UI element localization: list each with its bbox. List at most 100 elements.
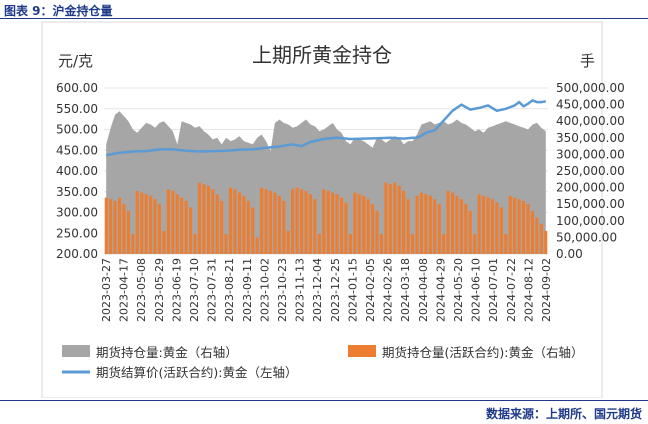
left-tick-label: 350.00 xyxy=(56,185,98,199)
active-oi-bar xyxy=(473,234,477,254)
active-oi-bar xyxy=(153,199,157,254)
right-tick-label: 150,000.00 xyxy=(556,197,625,211)
active-oi-bar xyxy=(415,195,419,254)
active-oi-bar xyxy=(131,234,135,254)
active-oi-bar xyxy=(433,199,437,254)
active-oi-bar xyxy=(211,189,215,254)
active-oi-bar xyxy=(251,207,255,254)
x-tick-label: 2024-09-02 xyxy=(540,258,553,322)
x-tick-label: 2023-12-04 xyxy=(311,258,324,322)
right-tick-label: 0.00 xyxy=(556,247,583,261)
active-oi-bar xyxy=(393,182,397,254)
active-oi-bar xyxy=(300,189,304,254)
active-oi-bar xyxy=(402,190,406,254)
active-oi-bar xyxy=(157,204,161,254)
active-oi-bar xyxy=(508,195,512,254)
x-axis-ticks: 2023-03-27 2023-04-17 2023-05-08 2023-05-29… xyxy=(100,258,553,322)
active-oi-bar xyxy=(162,230,166,254)
legend: 期货持仓量:黄金（右轴） 期货持仓量(活跃合约):黄金（右轴） 期货结算价(活跃合约… xyxy=(62,345,583,380)
active-oi-bar xyxy=(362,195,366,254)
right-tick-label: 250,000.00 xyxy=(556,164,625,178)
right-axis-unit: 手 xyxy=(580,52,595,70)
x-tick-label: 2023-07-31 xyxy=(206,258,219,322)
active-oi-bar xyxy=(348,234,352,254)
active-oi-bar xyxy=(109,199,113,254)
active-oi-bar xyxy=(522,200,526,254)
x-tick-label: 2024-08-12 xyxy=(522,258,535,322)
active-oi-bar xyxy=(486,197,490,254)
active-oi-bar xyxy=(264,189,268,254)
active-oi-bar xyxy=(504,234,508,254)
active-oi-bar xyxy=(317,234,321,254)
right-tick-label: 450,000.00 xyxy=(556,98,625,112)
active-oi-bar xyxy=(428,195,432,254)
x-tick-label: 2024-05-20 xyxy=(452,258,465,322)
right-tick-label: 50,000.00 xyxy=(556,230,617,244)
active-oi-bar xyxy=(530,210,534,254)
active-oi-bar xyxy=(384,182,388,254)
left-tick-label: 300.00 xyxy=(56,206,98,220)
active-oi-bar xyxy=(184,200,188,254)
active-oi-bar xyxy=(268,190,272,254)
x-tick-label: 2023-11-13 xyxy=(294,258,307,322)
active-oi-bar xyxy=(513,197,517,254)
active-oi-bar xyxy=(140,192,144,254)
active-oi-bar xyxy=(455,195,459,254)
active-oi-bar xyxy=(366,199,370,254)
active-oi-bar xyxy=(193,234,197,254)
left-axis-unit: 元/克 xyxy=(58,52,93,70)
active-oi-bar xyxy=(495,202,499,254)
active-oi-bar xyxy=(535,217,539,254)
active-oi-bar xyxy=(357,194,361,254)
active-oi-bar xyxy=(171,190,175,254)
left-axis-ticks: 200.00 250.00 300.00 350.00 400.00 450.00 500.… xyxy=(56,81,98,261)
bottom-rule xyxy=(0,400,648,401)
active-oi-bar xyxy=(304,190,308,254)
legend-swatch-area xyxy=(62,345,90,357)
active-oi-bar xyxy=(135,190,139,254)
active-oi-bar xyxy=(260,187,264,254)
price-line-path xyxy=(105,99,547,157)
x-tick-label: 2024-07-22 xyxy=(505,258,518,322)
active-oi-bar xyxy=(282,200,286,254)
x-tick-label: 2024-02-05 xyxy=(364,258,377,322)
active-oi-bar xyxy=(482,195,486,254)
right-tick-label: 400,000.00 xyxy=(556,114,625,128)
active-oi-bar xyxy=(175,194,179,254)
active-oi-bar xyxy=(104,197,108,254)
left-tick-label: 200.00 xyxy=(56,247,98,261)
x-tick-label: 2024-06-10 xyxy=(470,258,483,322)
x-tick-label: 2023-10-23 xyxy=(276,258,289,322)
active-oi-bar xyxy=(464,204,468,254)
active-oi-bar xyxy=(397,185,401,254)
x-tick-label: 2024-07-01 xyxy=(487,258,500,322)
x-tick-label: 2023-05-29 xyxy=(153,258,166,322)
active-oi-bar xyxy=(180,197,184,254)
active-oi-bar xyxy=(340,197,344,254)
active-oi-bar xyxy=(189,207,193,254)
active-oi-bar xyxy=(388,184,392,254)
active-oi-bar xyxy=(308,194,312,254)
active-oi-bar xyxy=(286,230,290,254)
price-line xyxy=(105,99,547,157)
active-oi-bar xyxy=(291,189,295,254)
legend-swatch-bar xyxy=(348,345,376,357)
active-oi-bar xyxy=(419,192,423,254)
left-tick-label: 400.00 xyxy=(56,164,98,178)
x-tick-label: 2024-02-26 xyxy=(382,258,395,322)
right-tick-label: 300,000.00 xyxy=(556,147,625,161)
x-tick-label: 2024-01-15 xyxy=(346,258,359,322)
legend-label: 期货结算价(活跃合约):黄金（左轴） xyxy=(96,365,297,380)
active-oi-bar xyxy=(442,234,446,254)
x-tick-label: 2024-04-29 xyxy=(434,258,447,322)
active-oi-bar xyxy=(411,234,415,254)
active-oi-bar xyxy=(459,199,463,254)
active-oi-bar xyxy=(144,194,148,254)
active-oi-bar xyxy=(237,192,241,254)
active-oi-bar xyxy=(233,189,237,254)
active-oi-bar xyxy=(517,199,521,254)
active-oi-bar xyxy=(166,189,170,254)
active-oi-bar xyxy=(242,195,246,254)
left-tick-label: 500.00 xyxy=(56,123,98,137)
chart: 上期所黄金持仓 元/克 手 200.00 250.00 300.00 350.00 40… xyxy=(41,21,625,398)
